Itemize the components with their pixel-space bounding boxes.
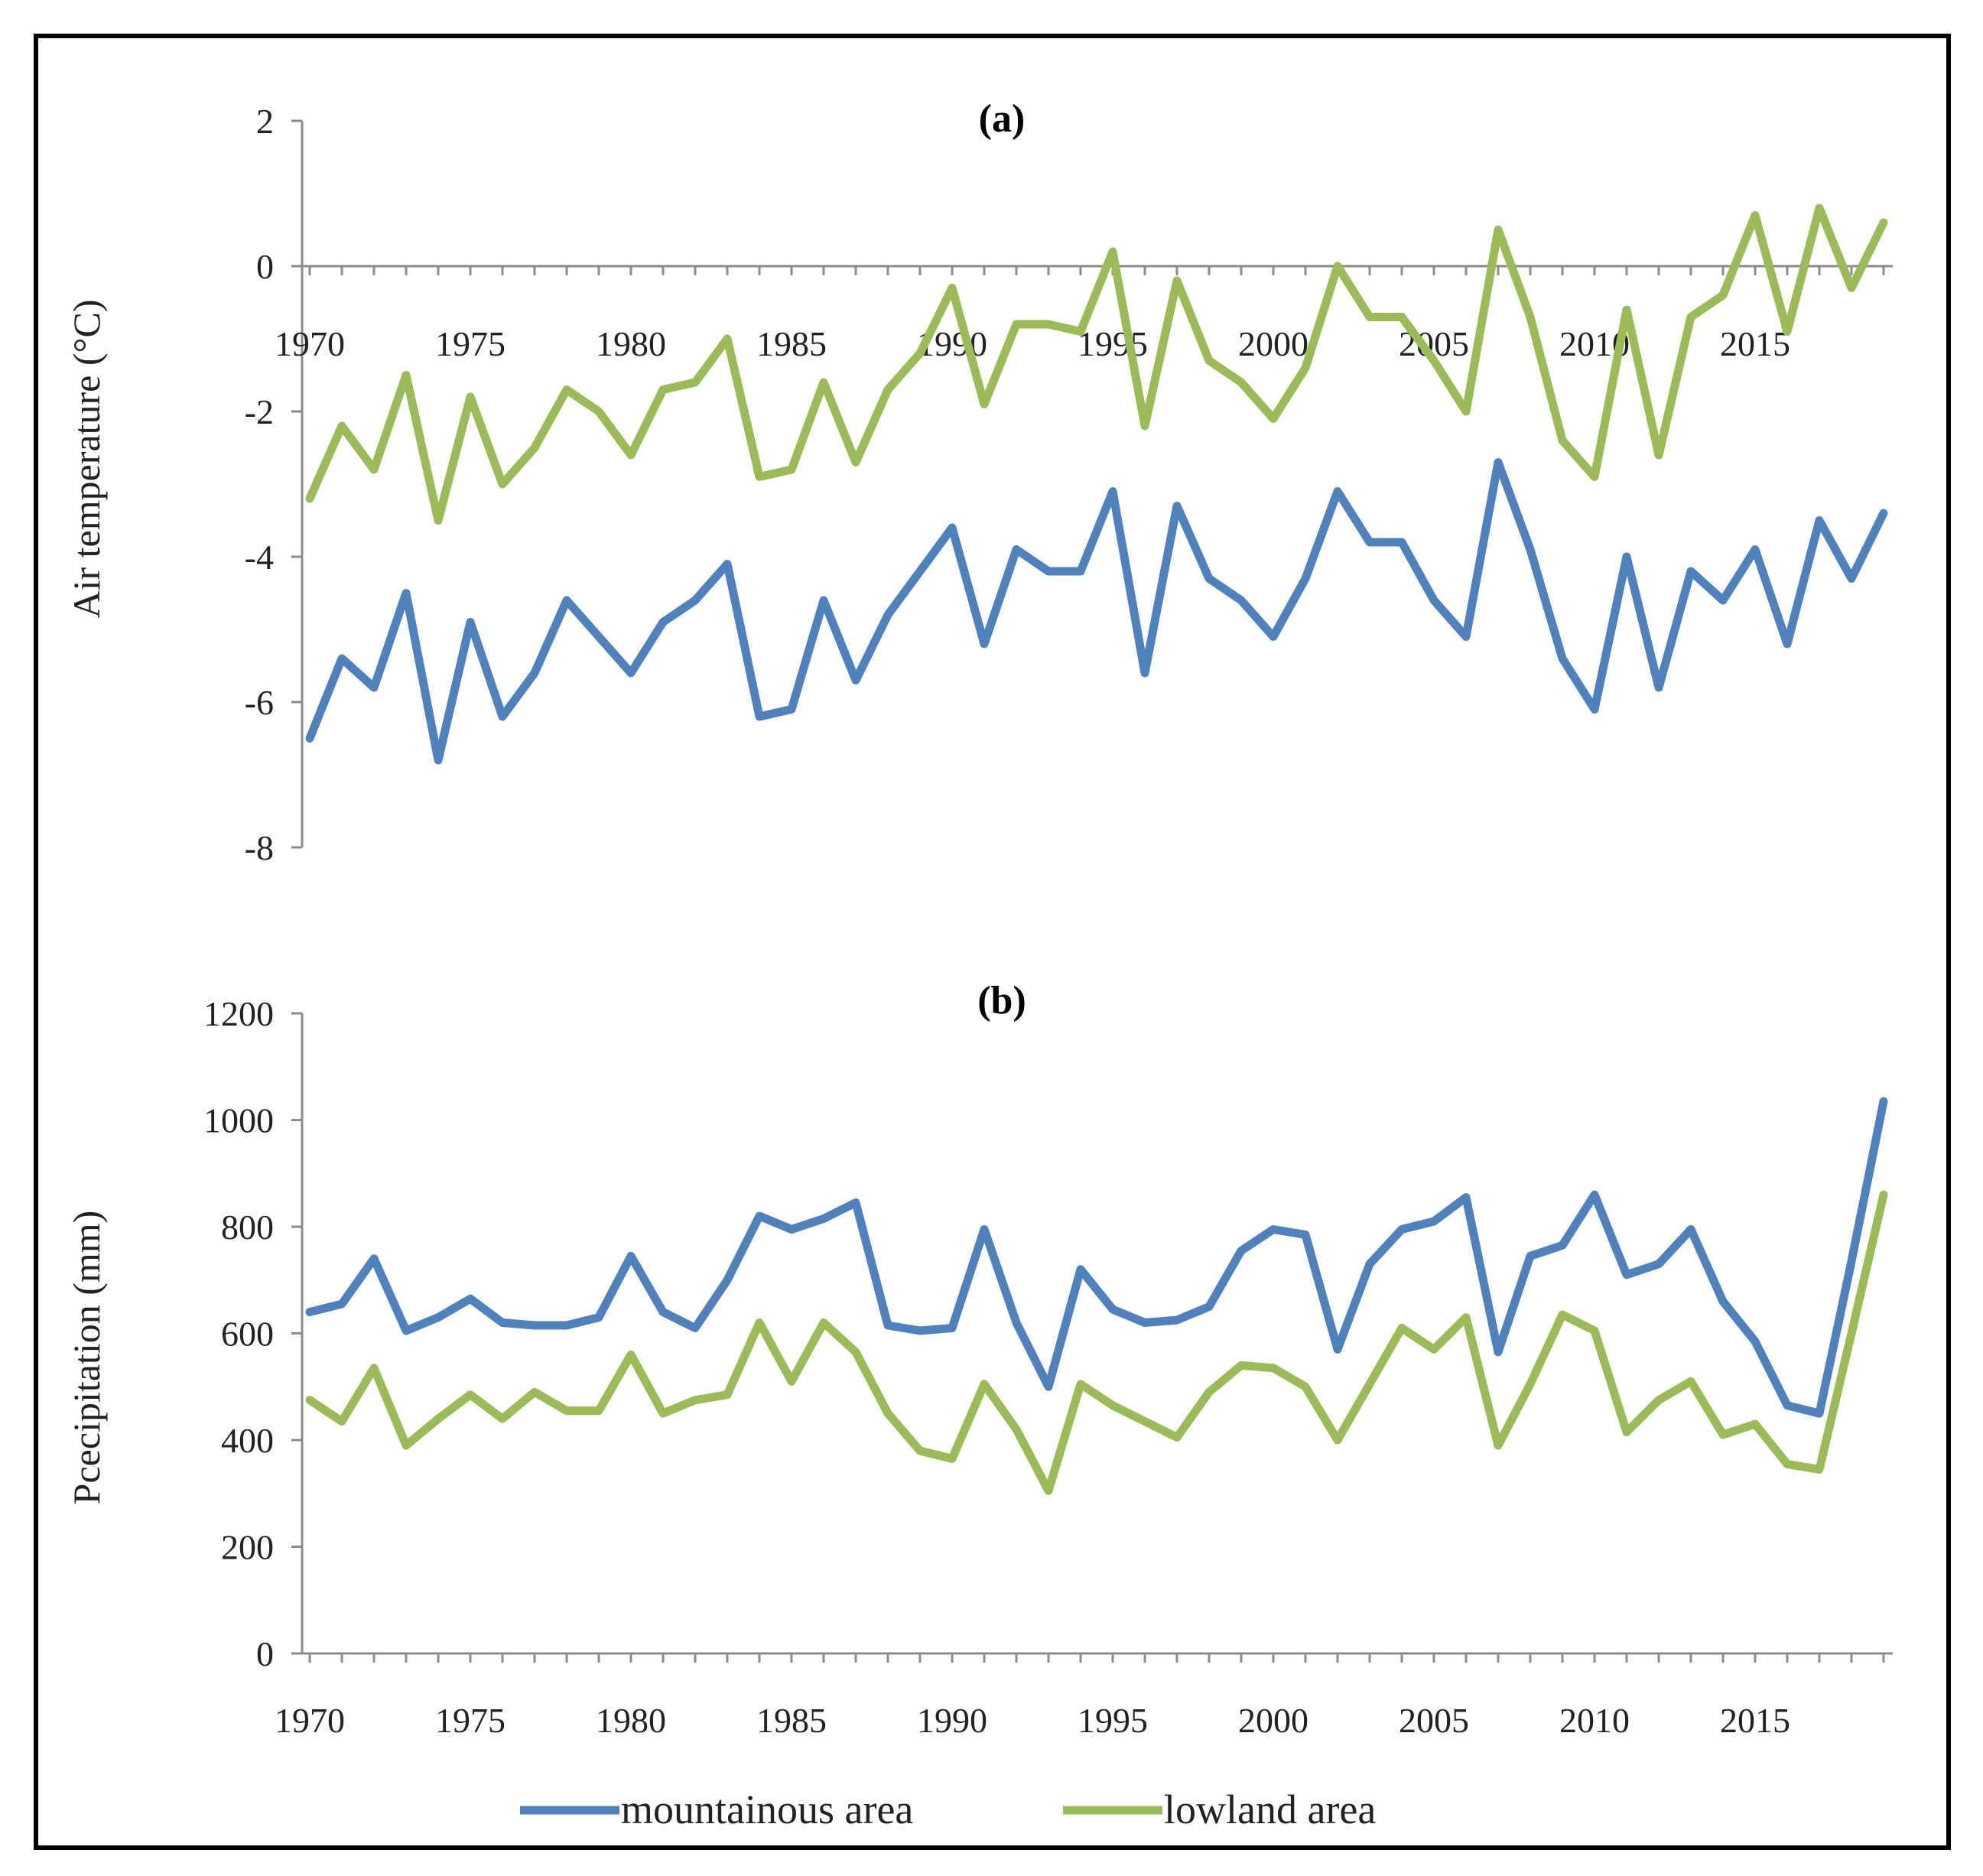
y-tick-label-b: 1000 (203, 1101, 274, 1140)
x-tick-label-a: 2000 (1238, 324, 1308, 363)
x-tick-label-b: 1995 (1078, 1701, 1148, 1740)
y-tick-label-b: 400 (221, 1421, 274, 1460)
y-tick-label-b: 1200 (203, 994, 274, 1033)
y-tick-label-a: -4 (245, 538, 274, 577)
y-tick-label-b: 200 (221, 1528, 274, 1567)
y-tick-label-a: -8 (245, 828, 274, 867)
series-line-mountainous-b (305, 1097, 1888, 1418)
x-tick-label-b: 1990 (917, 1701, 987, 1740)
y-tick-label-b: 800 (221, 1208, 274, 1247)
y-axis-title-a: Air temperature (°C) (65, 299, 108, 618)
legend-label-lowland: lowland area (1164, 1787, 1376, 1832)
x-tick-label-a: 1985 (756, 324, 827, 363)
x-tick-label-b: 2000 (1238, 1701, 1308, 1740)
y-tick-label-a: 2 (256, 102, 274, 141)
legend-label-mountainous: mountainous area (621, 1787, 913, 1832)
y-tick-label-a: 0 (256, 247, 274, 286)
y-tick-label-b: 0 (256, 1634, 274, 1673)
y-axis-title-b: Pcecipitation (mm) (65, 1211, 108, 1505)
panel-title-a: (a) (979, 97, 1026, 141)
series-line-lowland-b (305, 1190, 1888, 1495)
y-tick-label-b: 600 (221, 1315, 274, 1354)
x-tick-label-a: 1995 (1078, 324, 1148, 363)
x-tick-label-b: 1980 (596, 1701, 666, 1740)
panel-title-b: (b) (977, 979, 1026, 1023)
x-tick-label-b: 1985 (756, 1701, 827, 1740)
legend: mountainous area lowland area (520, 1787, 1376, 1832)
y-tick-label-a: -6 (245, 683, 274, 722)
series-line-lowland-a (305, 203, 1888, 525)
x-tick-label-b: 2015 (1720, 1701, 1790, 1740)
x-tick-label-b: 2005 (1399, 1701, 1469, 1740)
x-tick-label-a: 2015 (1720, 324, 1790, 363)
y-tick-label-a: -2 (245, 392, 274, 431)
x-tick-label-a: 1980 (596, 324, 666, 363)
x-tick-label-b: 2010 (1559, 1701, 1630, 1740)
x-tick-label-a: 1970 (275, 324, 345, 363)
x-tick-label-b: 1970 (275, 1701, 345, 1740)
x-tick-label-b: 1975 (435, 1701, 506, 1740)
x-tick-label-a: 1975 (435, 324, 506, 363)
figure-frame (34, 34, 1951, 1850)
series-line-mountainous-a (305, 458, 1888, 765)
